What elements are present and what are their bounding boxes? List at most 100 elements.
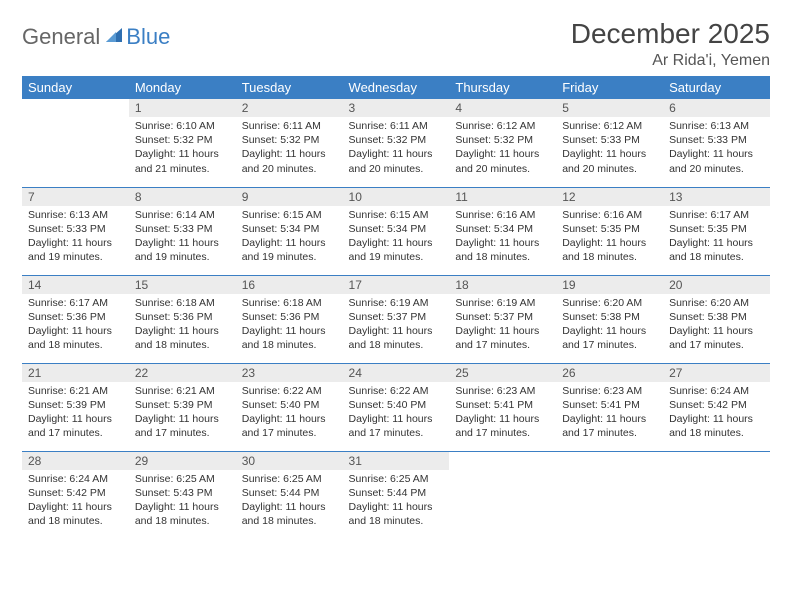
daylight-text: Daylight: 11 hours and 17 minutes. — [455, 412, 550, 440]
calendar-day-cell: 23Sunrise: 6:22 AMSunset: 5:40 PMDayligh… — [236, 363, 343, 451]
sunset-text: Sunset: 5:35 PM — [669, 222, 764, 236]
day-body: Sunrise: 6:22 AMSunset: 5:40 PMDaylight:… — [236, 382, 343, 445]
calendar-day-cell: 3Sunrise: 6:11 AMSunset: 5:32 PMDaylight… — [343, 99, 450, 187]
day-number: 21 — [22, 364, 129, 382]
sunrise-text: Sunrise: 6:11 AM — [349, 119, 444, 133]
sunrise-text: Sunrise: 6:22 AM — [242, 384, 337, 398]
daylight-text: Daylight: 11 hours and 20 minutes. — [349, 147, 444, 175]
calendar-day-cell: 17Sunrise: 6:19 AMSunset: 5:37 PMDayligh… — [343, 275, 450, 363]
daylight-text: Daylight: 11 hours and 20 minutes. — [669, 147, 764, 175]
calendar-day-cell: 24Sunrise: 6:22 AMSunset: 5:40 PMDayligh… — [343, 363, 450, 451]
header: General Blue December 2025 Ar Rida'i, Ye… — [22, 18, 770, 70]
sunset-text: Sunset: 5:34 PM — [455, 222, 550, 236]
daylight-text: Daylight: 11 hours and 18 minutes. — [135, 500, 230, 528]
weekday-header: Monday — [129, 76, 236, 99]
calendar-day-cell: 31Sunrise: 6:25 AMSunset: 5:44 PMDayligh… — [343, 451, 450, 539]
day-number: 6 — [663, 99, 770, 117]
sunset-text: Sunset: 5:33 PM — [135, 222, 230, 236]
day-number: 28 — [22, 452, 129, 470]
logo-text-blue: Blue — [126, 24, 170, 50]
daylight-text: Daylight: 11 hours and 18 minutes. — [28, 500, 123, 528]
weekday-header: Sunday — [22, 76, 129, 99]
day-number: 5 — [556, 99, 663, 117]
daylight-text: Daylight: 11 hours and 21 minutes. — [135, 147, 230, 175]
calendar-day-cell: 25Sunrise: 6:23 AMSunset: 5:41 PMDayligh… — [449, 363, 556, 451]
sunrise-text: Sunrise: 6:22 AM — [349, 384, 444, 398]
day-body: Sunrise: 6:18 AMSunset: 5:36 PMDaylight:… — [129, 294, 236, 357]
day-number: 17 — [343, 276, 450, 294]
calendar-day-cell: 2Sunrise: 6:11 AMSunset: 5:32 PMDaylight… — [236, 99, 343, 187]
calendar-day-cell: 11Sunrise: 6:16 AMSunset: 5:34 PMDayligh… — [449, 187, 556, 275]
sunrise-text: Sunrise: 6:12 AM — [455, 119, 550, 133]
daylight-text: Daylight: 11 hours and 20 minutes. — [562, 147, 657, 175]
sunset-text: Sunset: 5:41 PM — [455, 398, 550, 412]
day-body: Sunrise: 6:11 AMSunset: 5:32 PMDaylight:… — [236, 117, 343, 180]
sunset-text: Sunset: 5:38 PM — [669, 310, 764, 324]
sunrise-text: Sunrise: 6:20 AM — [669, 296, 764, 310]
day-number: 27 — [663, 364, 770, 382]
calendar-day-cell — [663, 451, 770, 539]
sunrise-text: Sunrise: 6:15 AM — [242, 208, 337, 222]
daylight-text: Daylight: 11 hours and 17 minutes. — [349, 412, 444, 440]
sunrise-text: Sunrise: 6:16 AM — [562, 208, 657, 222]
sunrise-text: Sunrise: 6:25 AM — [135, 472, 230, 486]
day-number: 12 — [556, 188, 663, 206]
calendar-week-row: 1Sunrise: 6:10 AMSunset: 5:32 PMDaylight… — [22, 99, 770, 187]
daylight-text: Daylight: 11 hours and 18 minutes. — [349, 324, 444, 352]
daylight-text: Daylight: 11 hours and 17 minutes. — [562, 324, 657, 352]
day-number: 22 — [129, 364, 236, 382]
daylight-text: Daylight: 11 hours and 20 minutes. — [242, 147, 337, 175]
sunrise-text: Sunrise: 6:23 AM — [562, 384, 657, 398]
day-number: 25 — [449, 364, 556, 382]
logo-text-general: General — [22, 24, 100, 50]
calendar-day-cell: 29Sunrise: 6:25 AMSunset: 5:43 PMDayligh… — [129, 451, 236, 539]
sunrise-text: Sunrise: 6:10 AM — [135, 119, 230, 133]
sunrise-text: Sunrise: 6:25 AM — [349, 472, 444, 486]
calendar-day-cell: 21Sunrise: 6:21 AMSunset: 5:39 PMDayligh… — [22, 363, 129, 451]
weekday-header: Friday — [556, 76, 663, 99]
daylight-text: Daylight: 11 hours and 17 minutes. — [135, 412, 230, 440]
calendar-day-cell: 30Sunrise: 6:25 AMSunset: 5:44 PMDayligh… — [236, 451, 343, 539]
calendar-day-cell: 20Sunrise: 6:20 AMSunset: 5:38 PMDayligh… — [663, 275, 770, 363]
day-number: 23 — [236, 364, 343, 382]
day-body: Sunrise: 6:24 AMSunset: 5:42 PMDaylight:… — [22, 470, 129, 533]
day-number: 1 — [129, 99, 236, 117]
sunset-text: Sunset: 5:41 PM — [562, 398, 657, 412]
day-number: 18 — [449, 276, 556, 294]
sunset-text: Sunset: 5:32 PM — [242, 133, 337, 147]
calendar-day-cell: 18Sunrise: 6:19 AMSunset: 5:37 PMDayligh… — [449, 275, 556, 363]
day-body: Sunrise: 6:24 AMSunset: 5:42 PMDaylight:… — [663, 382, 770, 445]
sunrise-text: Sunrise: 6:19 AM — [349, 296, 444, 310]
sunrise-text: Sunrise: 6:25 AM — [242, 472, 337, 486]
sunset-text: Sunset: 5:37 PM — [455, 310, 550, 324]
weekday-header-row: Sunday Monday Tuesday Wednesday Thursday… — [22, 76, 770, 99]
calendar-week-row: 28Sunrise: 6:24 AMSunset: 5:42 PMDayligh… — [22, 451, 770, 539]
calendar-table: Sunday Monday Tuesday Wednesday Thursday… — [22, 76, 770, 539]
daylight-text: Daylight: 11 hours and 18 minutes. — [669, 236, 764, 264]
day-body: Sunrise: 6:11 AMSunset: 5:32 PMDaylight:… — [343, 117, 450, 180]
day-number: 19 — [556, 276, 663, 294]
day-number: 20 — [663, 276, 770, 294]
weekday-header: Thursday — [449, 76, 556, 99]
day-number: 7 — [22, 188, 129, 206]
day-body: Sunrise: 6:15 AMSunset: 5:34 PMDaylight:… — [236, 206, 343, 269]
day-body: Sunrise: 6:12 AMSunset: 5:33 PMDaylight:… — [556, 117, 663, 180]
daylight-text: Daylight: 11 hours and 18 minutes. — [242, 500, 337, 528]
day-body: Sunrise: 6:25 AMSunset: 5:44 PMDaylight:… — [236, 470, 343, 533]
sunrise-text: Sunrise: 6:24 AM — [28, 472, 123, 486]
sunset-text: Sunset: 5:32 PM — [135, 133, 230, 147]
calendar-day-cell: 28Sunrise: 6:24 AMSunset: 5:42 PMDayligh… — [22, 451, 129, 539]
day-number: 26 — [556, 364, 663, 382]
day-number: 13 — [663, 188, 770, 206]
sunrise-text: Sunrise: 6:15 AM — [349, 208, 444, 222]
day-body: Sunrise: 6:21 AMSunset: 5:39 PMDaylight:… — [129, 382, 236, 445]
day-number: 15 — [129, 276, 236, 294]
calendar-day-cell: 12Sunrise: 6:16 AMSunset: 5:35 PMDayligh… — [556, 187, 663, 275]
day-body: Sunrise: 6:13 AMSunset: 5:33 PMDaylight:… — [663, 117, 770, 180]
daylight-text: Daylight: 11 hours and 18 minutes. — [562, 236, 657, 264]
day-body: Sunrise: 6:23 AMSunset: 5:41 PMDaylight:… — [449, 382, 556, 445]
sunrise-text: Sunrise: 6:12 AM — [562, 119, 657, 133]
sunset-text: Sunset: 5:32 PM — [349, 133, 444, 147]
sunrise-text: Sunrise: 6:14 AM — [135, 208, 230, 222]
calendar-day-cell: 1 Sunrise: 6:10 AMSunset: 5:32 PMDaylight… — [129, 99, 236, 187]
